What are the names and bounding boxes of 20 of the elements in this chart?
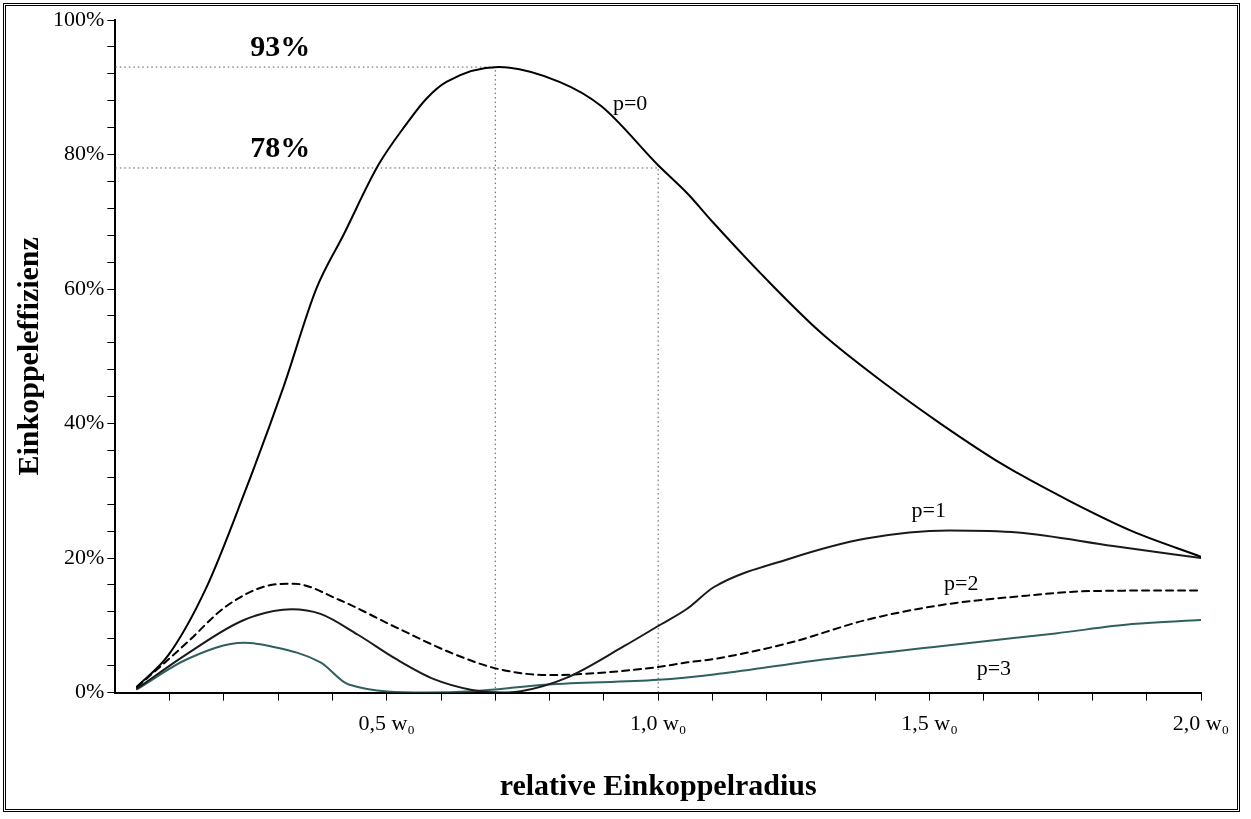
- x-tick-label: 1,5 w₀: [901, 709, 958, 735]
- y-tick-label: 80%: [64, 140, 105, 166]
- line-series: [136, 618, 1201, 693]
- series-label: p=2: [944, 569, 979, 595]
- y-tick-label: 20%: [64, 543, 105, 569]
- y-tick-label: 0%: [75, 678, 105, 704]
- series-label: p=3: [976, 655, 1012, 681]
- x-tick-label: 0,5 w₀: [358, 709, 416, 735]
- series-label: p=1: [911, 497, 946, 523]
- y-tick-label: 60%: [64, 274, 105, 300]
- y-tick-label: 40%: [64, 409, 105, 435]
- x-tick-label: 1,0 w₀: [629, 709, 687, 735]
- y-tick-label: 100%: [53, 5, 105, 31]
- series-label: p=0: [612, 89, 648, 115]
- line-series: [136, 529, 1201, 693]
- x-axis-title: relative Einkoppelradius: [499, 767, 817, 801]
- ref-line-label: 78%: [250, 129, 311, 163]
- x-tick-label: 2,0 w₀: [1172, 709, 1230, 735]
- ref-line-label: 93%: [250, 28, 311, 62]
- y-axis-title: Einkoppeleffizienz: [10, 237, 44, 476]
